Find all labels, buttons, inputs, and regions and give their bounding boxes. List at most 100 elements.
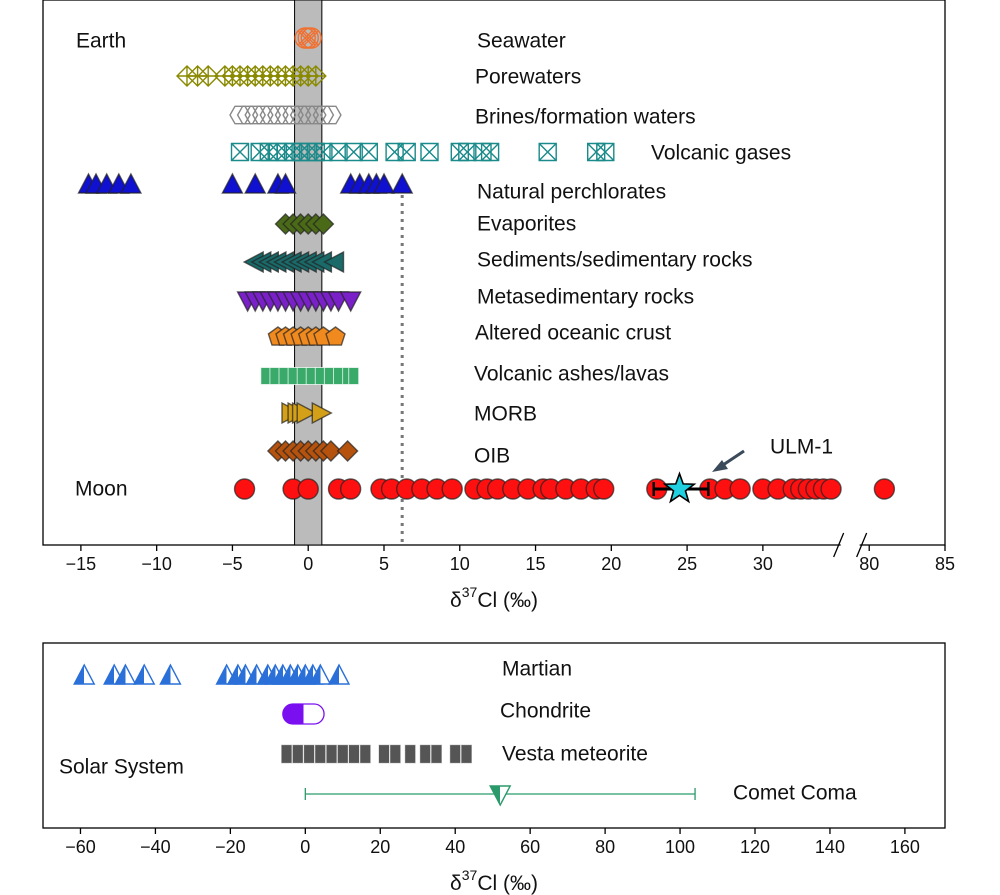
x-tick-label: 10 bbox=[450, 554, 470, 574]
data-point bbox=[322, 250, 345, 274]
x-axis-label-rest: Cl (‰) bbox=[477, 589, 538, 612]
row-label: Comet Coma bbox=[733, 782, 857, 805]
x-axis-label-isotope: 37 bbox=[462, 867, 478, 883]
data-point bbox=[489, 785, 512, 807]
x-tick-label: 60 bbox=[520, 837, 540, 857]
data-point bbox=[538, 142, 557, 162]
x-tick-label: 120 bbox=[740, 837, 770, 857]
data-point bbox=[596, 142, 615, 162]
data-point bbox=[391, 172, 414, 194]
data-point bbox=[309, 663, 332, 685]
x-tick-label: 30 bbox=[753, 554, 773, 574]
data-point bbox=[359, 744, 372, 764]
row-label: MORB bbox=[474, 403, 537, 426]
range-capsule bbox=[282, 703, 325, 725]
x-tick-label: 25 bbox=[677, 554, 697, 574]
data-point bbox=[333, 367, 344, 385]
plot-frame bbox=[42, 0, 946, 546]
data-point bbox=[230, 142, 250, 162]
x-tick-label: −5 bbox=[222, 554, 243, 574]
data-point bbox=[873, 478, 896, 500]
data-point bbox=[294, 27, 316, 49]
x-tick-label: 80 bbox=[859, 554, 879, 574]
row-label: Seawater bbox=[477, 30, 566, 53]
x-tick-label: −40 bbox=[140, 837, 171, 857]
data-point bbox=[287, 367, 299, 385]
data-point bbox=[339, 291, 362, 313]
data-point bbox=[336, 744, 349, 764]
row-label: Brines/formation waters bbox=[475, 106, 696, 129]
x-axis-label-symbol: δ bbox=[450, 872, 462, 895]
data-point bbox=[229, 105, 251, 125]
data-point bbox=[119, 172, 143, 194]
x-tick-label: −15 bbox=[66, 554, 97, 574]
data-point bbox=[430, 744, 443, 764]
data-point bbox=[267, 105, 289, 125]
data-point bbox=[278, 367, 290, 385]
x-axis-label-rest: Cl (‰) bbox=[477, 872, 538, 895]
x-tick-label: 0 bbox=[303, 554, 313, 574]
data-point bbox=[325, 744, 338, 764]
row-label: Altered oceanic crust bbox=[475, 322, 671, 345]
row-label: Natural perchlorates bbox=[477, 181, 666, 204]
x-tick-label: 20 bbox=[370, 837, 390, 857]
data-point bbox=[114, 663, 137, 685]
data-point bbox=[259, 105, 282, 125]
row-label: Volcanic ashes/lavas bbox=[474, 363, 669, 386]
data-point bbox=[323, 367, 335, 385]
x-axis-label-symbol: δ bbox=[450, 589, 462, 612]
x-axis-label: δ37Cl (‰) bbox=[450, 584, 538, 612]
data-point bbox=[274, 172, 297, 194]
data-point bbox=[233, 478, 256, 500]
data-point bbox=[280, 744, 293, 764]
data-point bbox=[458, 142, 477, 162]
group-label: Solar System bbox=[59, 756, 184, 779]
data-point bbox=[221, 172, 244, 194]
data-point bbox=[473, 142, 492, 162]
data-point bbox=[404, 744, 417, 764]
row-label: Moon bbox=[75, 478, 128, 501]
x-tick-label: −10 bbox=[141, 554, 172, 574]
data-point bbox=[73, 663, 96, 685]
data-point bbox=[372, 172, 396, 194]
data-point bbox=[303, 744, 316, 764]
annotation-arrowhead bbox=[712, 460, 728, 472]
data-point bbox=[389, 744, 402, 764]
x-axis-label-isotope: 37 bbox=[462, 584, 478, 600]
row-label: Evaporites bbox=[477, 213, 576, 236]
data-point bbox=[236, 105, 259, 125]
data-point bbox=[159, 663, 182, 685]
group-label: Earth bbox=[76, 30, 126, 53]
x-tick-label: 5 bbox=[379, 554, 389, 574]
data-point bbox=[348, 367, 360, 385]
x-tick-label: 160 bbox=[890, 837, 920, 857]
data-point bbox=[297, 27, 319, 49]
axis-break-gap bbox=[840, 543, 860, 547]
highlight-point bbox=[662, 471, 697, 504]
data-point bbox=[325, 326, 346, 346]
data-point bbox=[348, 744, 360, 764]
data-point bbox=[244, 172, 267, 194]
data-point bbox=[441, 478, 463, 500]
data-point bbox=[133, 663, 156, 685]
data-point bbox=[450, 142, 469, 162]
data-point bbox=[449, 744, 462, 764]
axis-break-mark bbox=[856, 532, 868, 558]
data-point bbox=[593, 478, 615, 500]
x-tick-label: 140 bbox=[815, 837, 845, 857]
data-point bbox=[312, 213, 335, 235]
row-label: Volcanic gases bbox=[651, 142, 791, 165]
data-point bbox=[327, 663, 351, 685]
row-label: Martian bbox=[502, 658, 572, 681]
row-label: OIB bbox=[474, 445, 510, 468]
data-point bbox=[244, 105, 267, 125]
row-label: Porewaters bbox=[475, 66, 581, 89]
data-point bbox=[269, 367, 281, 385]
data-point bbox=[311, 401, 333, 425]
x-tick-label: 80 bbox=[595, 837, 615, 857]
row-label: Vesta meteorite bbox=[502, 743, 648, 766]
x-tick-label: −60 bbox=[65, 837, 96, 857]
data-point bbox=[296, 401, 318, 425]
x-tick-label: 20 bbox=[601, 554, 621, 574]
